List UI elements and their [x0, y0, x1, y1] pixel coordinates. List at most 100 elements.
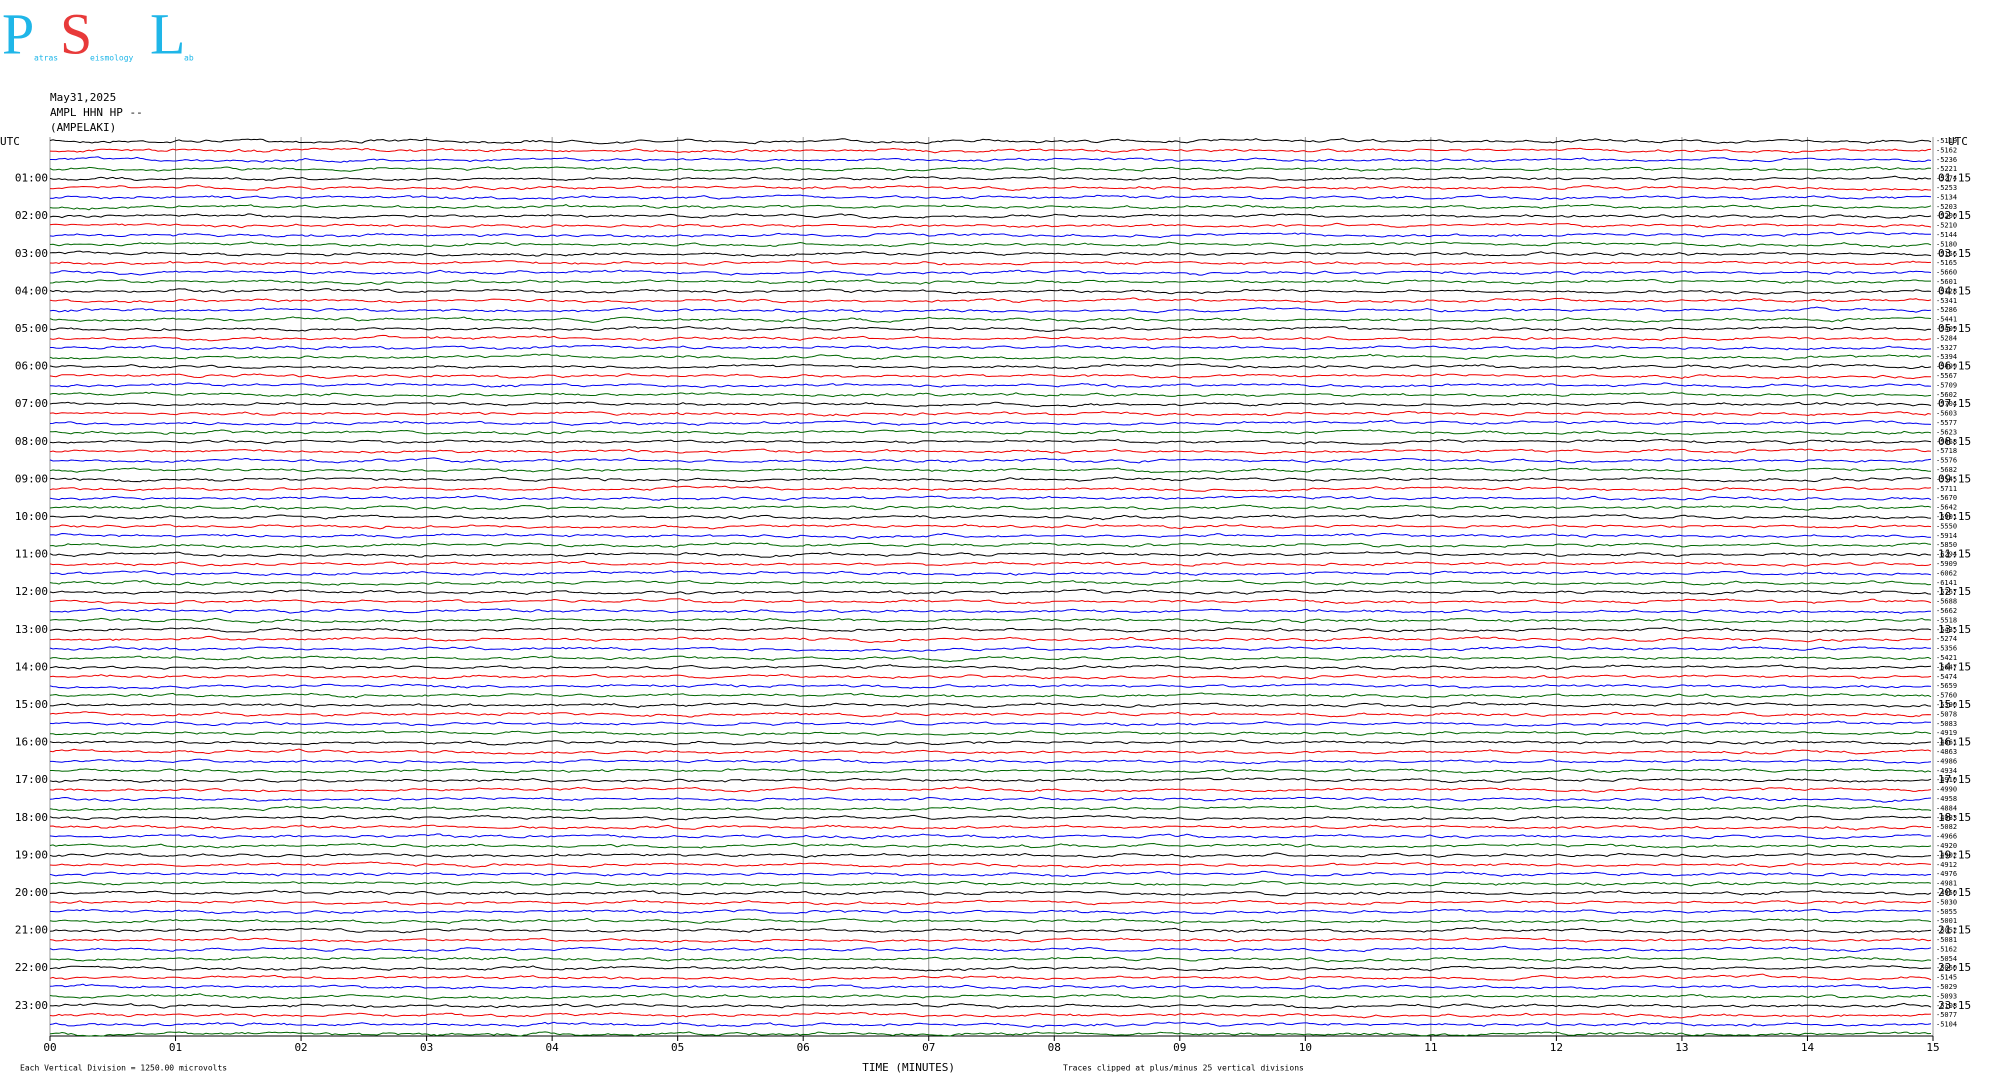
- trace-offset: -5221: [1936, 165, 1957, 173]
- trace-offset: -5668: [1936, 438, 1957, 446]
- x-tick-label: 13: [1675, 1041, 1688, 1054]
- trace-offset: -5682: [1936, 466, 1957, 474]
- hour-label: 10:00: [15, 510, 48, 523]
- hour-label: 13:00: [15, 623, 48, 636]
- logo-letter: P: [2, 1, 34, 66]
- hour-label: 06:00: [15, 360, 48, 373]
- trace-offset: -5060: [1936, 964, 1957, 972]
- trace: [49, 542, 1932, 549]
- trace-offset: -5518: [1936, 616, 1957, 624]
- trace: [49, 692, 1932, 699]
- date: May31,2025: [50, 91, 116, 104]
- trace-offset: -5390: [1936, 701, 1957, 709]
- x-tick-label: 02: [294, 1041, 307, 1054]
- trace-offset: -5078: [1936, 710, 1957, 718]
- trace-offset: -5576: [1936, 457, 1957, 465]
- trace-offset: -5409: [1936, 325, 1957, 333]
- trace-offset: -5145: [1936, 974, 1957, 982]
- x-tick-label: 01: [169, 1041, 182, 1054]
- trace: [49, 166, 1932, 172]
- trace: [49, 993, 1932, 1000]
- trace-offset: -5108: [1936, 1002, 1957, 1010]
- trace-offset: -5054: [1936, 955, 1957, 963]
- hour-label: 19:15: [1938, 848, 1971, 861]
- trace: [49, 983, 1932, 990]
- trace-offset: -5704: [1936, 400, 1957, 408]
- trace-offset: -5162: [1936, 146, 1957, 154]
- trace: [49, 532, 1932, 539]
- trace: [49, 373, 1931, 380]
- hour-label: 22:00: [15, 961, 48, 974]
- trace: [49, 551, 1932, 558]
- trace: [49, 842, 1932, 849]
- trace: [49, 570, 1932, 577]
- trace: [49, 655, 1932, 663]
- hour-label: 02:15: [1938, 209, 1971, 222]
- trace-offset: -5602: [1936, 391, 1957, 399]
- trace: [49, 288, 1932, 295]
- trace-offset: -5052: [1936, 927, 1957, 935]
- hour-label: 11:00: [15, 548, 48, 561]
- station: AMPL HHN HP --: [50, 106, 143, 119]
- footer-right: Traces clipped at plus/minus 25 vertical…: [1063, 1064, 1304, 1073]
- trace: [49, 626, 1932, 633]
- hour-label: 18:15: [1938, 811, 1971, 824]
- trace: [49, 466, 1932, 474]
- trace-offset: -5670: [1936, 494, 1957, 502]
- trace-offset: -5603: [1936, 410, 1957, 418]
- trace-offset: -4986: [1936, 757, 1957, 765]
- trace-offset: -4920: [1936, 842, 1957, 850]
- hour-label: 01:00: [15, 172, 48, 185]
- trace: [49, 796, 1932, 803]
- trace: [49, 297, 1932, 304]
- trace: [49, 824, 1932, 831]
- trace: [49, 870, 1932, 877]
- trace: [49, 965, 1932, 972]
- trace-offset: -5144: [1936, 231, 1957, 239]
- trace-offset: -4910: [1936, 776, 1957, 784]
- hour-label: 07:00: [15, 397, 48, 410]
- trace: [50, 156, 1932, 163]
- trace-offset: -5093: [1936, 992, 1957, 1000]
- trace-offset: -5660: [1936, 269, 1957, 277]
- trace-offset: -5081: [1936, 936, 1957, 944]
- trace: [49, 269, 1932, 276]
- trace: [49, 1002, 1932, 1010]
- trace-offset: -5134: [1936, 193, 1957, 201]
- logo-letter: L: [150, 1, 185, 66]
- hour-label: 12:00: [15, 585, 48, 598]
- trace: [50, 758, 1932, 765]
- trace: [49, 926, 1932, 935]
- trace: [49, 635, 1932, 643]
- trace-offset: -5718: [1936, 447, 1957, 455]
- hour-label: 02:00: [15, 209, 48, 222]
- trace-offset: -5688: [1936, 598, 1957, 606]
- trace-offset: -6062: [1936, 569, 1957, 577]
- trace-offset: -5356: [1936, 645, 1957, 653]
- trace-offset: -4884: [1936, 804, 1957, 812]
- hour-label: 09:00: [15, 472, 48, 485]
- hour-label: 10:15: [1938, 510, 1971, 523]
- hour-label: 08:00: [15, 435, 48, 448]
- trace: [49, 213, 1932, 219]
- trace: [49, 804, 1932, 812]
- x-tick-label: 15: [1926, 1041, 1939, 1054]
- trace-offset: -5030: [1936, 898, 1957, 906]
- trace: [49, 222, 1932, 229]
- trace-offset: -5394: [1936, 353, 1957, 361]
- trace-offset: -5642: [1936, 504, 1957, 512]
- x-tick-label: 12: [1550, 1041, 1563, 1054]
- logo-caption: eismology: [90, 54, 134, 63]
- hour-label: 06:15: [1938, 360, 1971, 373]
- trace: [50, 768, 1932, 774]
- trace-offset: -5545: [1936, 475, 1957, 483]
- hour-label: 09:15: [1938, 472, 1971, 485]
- trace-offset: -4863: [1936, 748, 1957, 756]
- trace: [49, 861, 1932, 869]
- trace: [49, 194, 1932, 201]
- trace: [49, 334, 1932, 342]
- trace-offset: -5550: [1936, 522, 1957, 530]
- hour-label: 01:15: [1938, 172, 1971, 185]
- trace-offset: -5499: [1936, 363, 1957, 371]
